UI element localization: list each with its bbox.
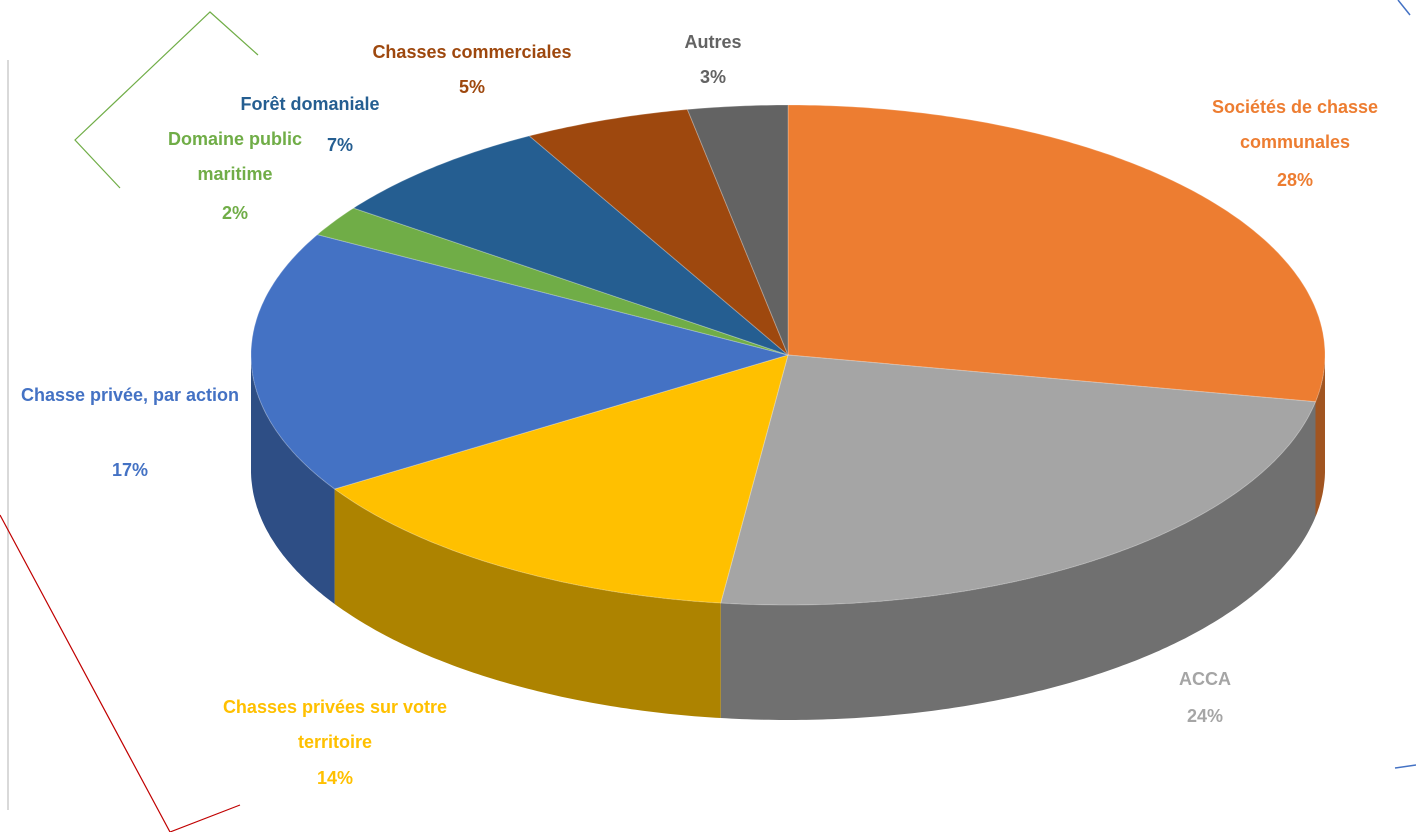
slice [720, 354, 1317, 606]
slice-label: Chasse privée, par action [20, 385, 240, 405]
slice-label: Forêt domaniale [240, 94, 380, 114]
decor-line [74, 11, 259, 189]
slice-value-label: 28% [1276, 170, 1314, 190]
slice-side [1315, 355, 1325, 517]
slice-label: ACCA [1179, 669, 1231, 689]
slice-value-label: 2% [221, 203, 248, 223]
slice-side [334, 489, 721, 718]
slice-label: Sociétés de chasse communales [1211, 97, 1379, 152]
decor-line [1394, 764, 1416, 769]
slice-label: Domaine public maritime [167, 129, 302, 184]
slice-value-label: 7% [326, 135, 353, 155]
decor-line [1397, 0, 1411, 16]
slice-label: Autres [684, 32, 742, 52]
slice-side [251, 355, 335, 604]
slice [250, 234, 790, 490]
slice [528, 108, 789, 356]
slice-value-label: 17% [111, 460, 149, 480]
slice-value-label: 24% [1186, 706, 1224, 726]
slice-side [720, 401, 1316, 720]
slice-label: Chasses privées sur votre territoire [222, 697, 448, 752]
slice [333, 354, 789, 604]
slice-value-label: 3% [699, 67, 726, 87]
slice-value-label: 14% [316, 768, 354, 788]
slice-label: Chasses commerciales [372, 42, 572, 62]
slice [787, 104, 1326, 403]
slice [352, 135, 789, 356]
slice [686, 104, 789, 356]
decor-line [0, 514, 241, 832]
slice [316, 207, 789, 356]
slice-value-label: 5% [458, 77, 485, 97]
